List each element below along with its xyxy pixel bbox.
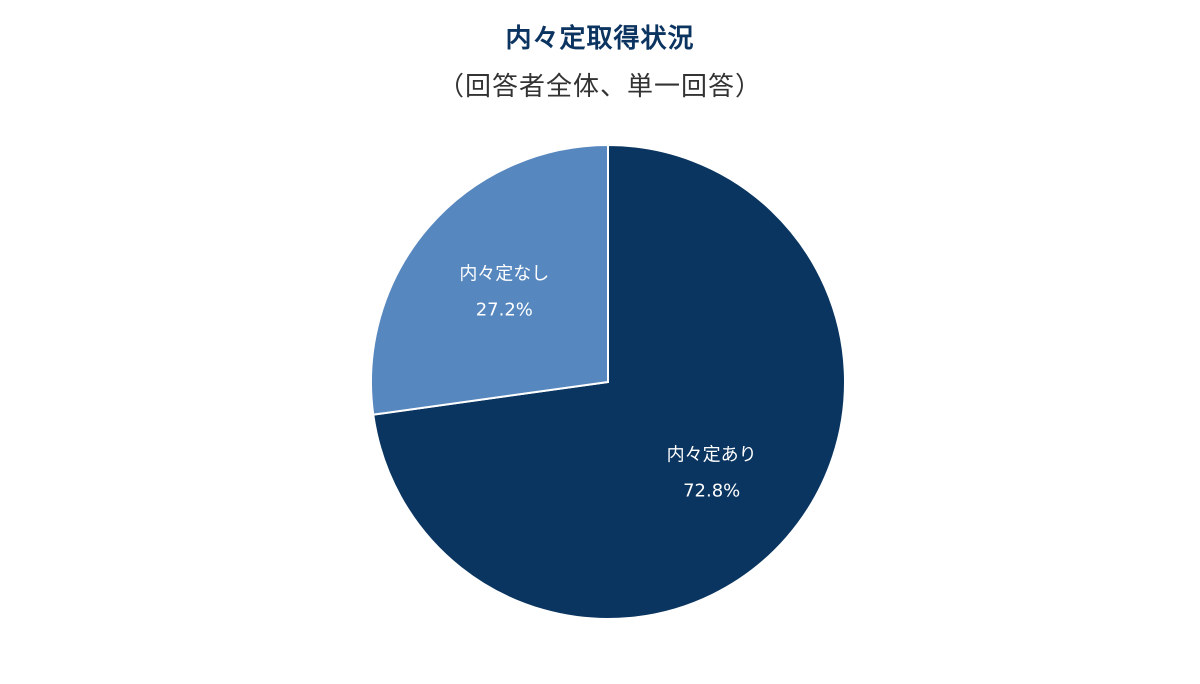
pie-slices [370,143,846,620]
chart-title: 内々定取得状況 [505,24,695,54]
slice-value-label: 27.2% [476,300,533,321]
slice-category-label: 内々定あり [667,444,757,465]
slice-category-label: 内々定なし [459,264,549,285]
slice-value-label: 72.8% [683,480,740,501]
pie-slice-0 [372,143,846,620]
pie-slice-1 [370,143,609,416]
chart-subtitle: （回答者全体、単一回答） [437,72,762,102]
pie-labels: 内々定あり 72.8% 内々定なし 27.2% [459,264,756,502]
